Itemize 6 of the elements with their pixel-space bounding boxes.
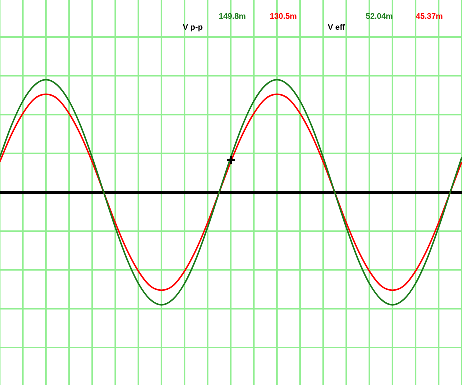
text: 130.5m bbox=[270, 12, 298, 21]
text: 149.8m bbox=[219, 12, 246, 21]
text: 45.37m bbox=[416, 12, 444, 21]
text: V eff bbox=[328, 23, 346, 32]
text: V p-p bbox=[183, 23, 203, 32]
text: 52.04m bbox=[366, 12, 394, 21]
